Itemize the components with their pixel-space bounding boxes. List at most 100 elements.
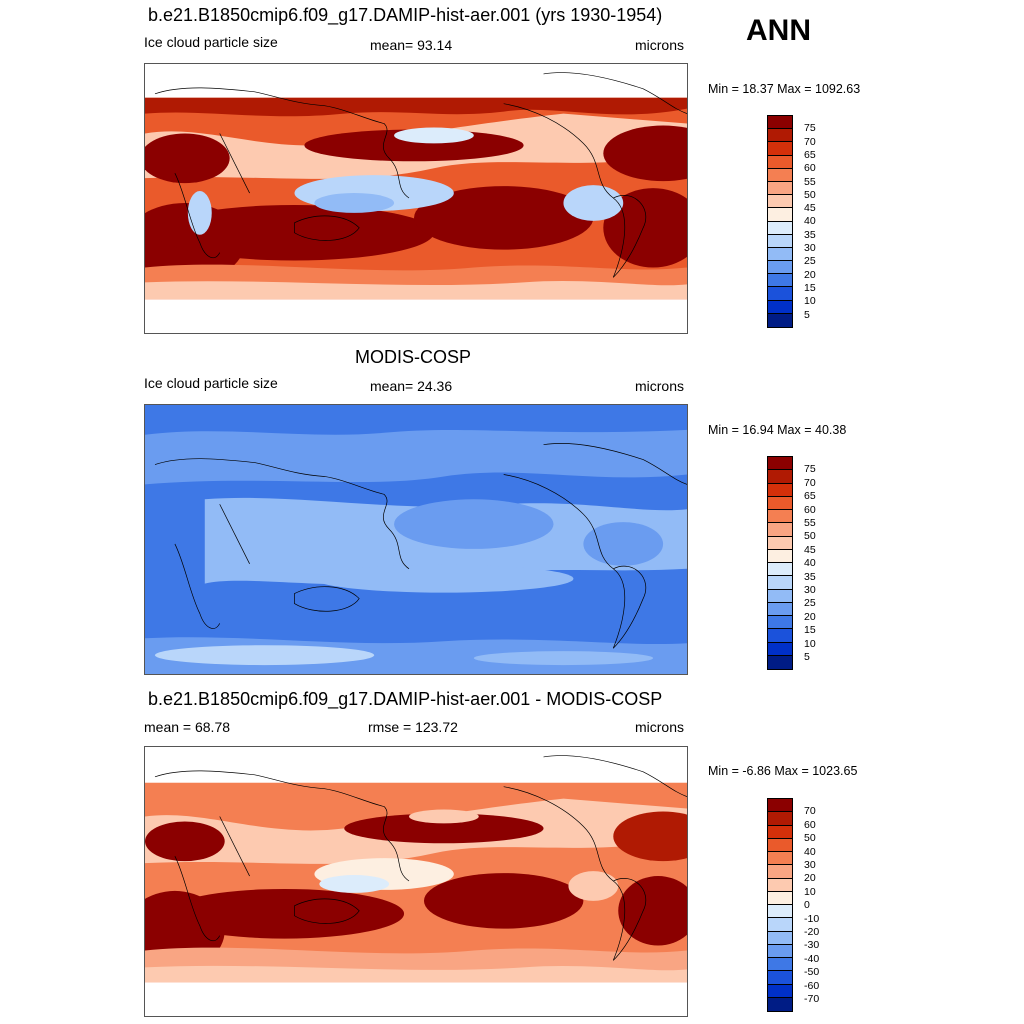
colorbar-tick-label: -70 (804, 993, 820, 1005)
colorbar-swatch (768, 496, 792, 510)
colorbar-swatch (768, 616, 792, 630)
colorbar-tick-label: 35 (804, 228, 816, 241)
panel-3-minmax: Min = -6.86 Max = 1023.65 (708, 764, 858, 778)
colorbar-swatch (768, 155, 792, 169)
colorbar-tick-label: 20 (804, 268, 816, 281)
colorbar-swatch (768, 129, 792, 143)
colorbar-tick-label: -20 (804, 926, 820, 938)
panel-2-minmax: Min = 16.94 Max = 40.38 (708, 423, 847, 437)
colorbar-swatch (768, 655, 792, 669)
colorbar-swatch (768, 313, 792, 327)
colorbar-swatch (768, 971, 792, 985)
panel-2-map (144, 404, 688, 675)
colorbar-swatch (768, 287, 792, 301)
colorbar-tick-label: 60 (804, 818, 816, 831)
colorbar-tick-label: 30 (804, 584, 816, 596)
colorbar-swatch (768, 483, 792, 497)
colorbar-swatch (768, 563, 792, 577)
colorbar-tick-label: -40 (804, 952, 820, 965)
panel-2-mean-label: mean= 24.36 (370, 378, 453, 394)
colorbar-tick-label: -50 (804, 966, 820, 979)
colorbar-tick-label: 55 (804, 175, 816, 188)
colorbar-tick-label: 50 (804, 832, 816, 845)
colorbar-tick-label: 10 (804, 885, 816, 898)
panel-1-colorbar (767, 115, 793, 328)
colorbar-swatch (768, 984, 792, 998)
colorbar-swatch (768, 247, 792, 262)
colorbar-tick-label: 60 (804, 162, 816, 175)
colorbar-swatch (768, 168, 792, 182)
panel-1-units-label: microns (635, 37, 685, 53)
colorbar-swatch (768, 181, 792, 196)
colorbar-swatch (768, 865, 792, 879)
panel-3-mean-label: mean = 68.78 (144, 719, 231, 735)
colorbar-tick-label: 50 (804, 188, 816, 201)
colorbar-swatch (768, 116, 792, 130)
colorbar-swatch (768, 852, 792, 866)
panel-2-colorbar (767, 456, 793, 670)
panel-3-rmse-label: rmse = 123.72 (368, 719, 458, 735)
panel-1-map (144, 63, 688, 334)
colorbar-tick-label: 20 (804, 872, 816, 885)
panel-2-units-label: microns (635, 378, 685, 394)
colorbar-tick-label: 55 (804, 517, 816, 529)
panel-2-left-label: Ice cloud particle size (144, 375, 278, 391)
colorbar-tick-label: 15 (804, 281, 816, 294)
colorbar-swatch (768, 905, 792, 919)
colorbar-swatch (768, 589, 792, 603)
colorbar-tick-label: 40 (804, 215, 816, 228)
colorbar-swatch (768, 195, 792, 209)
colorbar-swatch (768, 536, 792, 550)
colorbar-tick-label: 25 (804, 255, 816, 268)
colorbar-swatch (768, 931, 792, 945)
colorbar-tick-label: 15 (804, 624, 816, 637)
colorbar-swatch (768, 997, 792, 1011)
panel-2-title: MODIS-COSP (355, 347, 472, 367)
colorbar-tick-label: 45 (804, 202, 816, 215)
colorbar-tick-label: 75 (804, 122, 816, 135)
colorbar-swatch (768, 838, 792, 852)
colorbar-tick-label: 40 (804, 845, 816, 858)
colorbar-swatch (768, 958, 792, 972)
colorbar-tick-label: 5 (804, 308, 810, 321)
colorbar-swatch (768, 576, 792, 590)
season-label: ANN (746, 14, 811, 47)
panel-3-map (144, 746, 688, 1017)
colorbar-swatch (768, 261, 792, 275)
colorbar-swatch (768, 944, 792, 958)
colorbar-swatch (768, 221, 792, 235)
colorbar-tick-label: 10 (804, 637, 816, 650)
panel-3-units-label: microns (635, 719, 685, 735)
colorbar-tick-label: 5 (804, 651, 810, 663)
colorbar-swatch (768, 891, 792, 905)
colorbar-tick-label: 70 (804, 135, 816, 148)
colorbar-swatch (768, 549, 792, 563)
colorbar-tick-label: 70 (804, 476, 816, 489)
colorbar-swatch (768, 470, 792, 484)
colorbar-tick-label: -30 (804, 939, 820, 952)
colorbar-tick-label: -60 (804, 979, 820, 992)
colorbar-swatch (768, 457, 792, 471)
panel-1-title: b.e21.B1850cmip6.f09_g17.DAMIP-hist-aer.… (148, 5, 663, 25)
colorbar-tick-label: 70 (804, 805, 816, 818)
colorbar-swatch (768, 878, 792, 892)
colorbar-swatch (768, 523, 792, 537)
colorbar-tick-label: 0 (804, 899, 810, 912)
panel-1-mean-label: mean= 93.14 (370, 37, 453, 53)
colorbar-tick-label: 10 (804, 295, 816, 308)
colorbar-tick-label: 25 (804, 597, 816, 610)
colorbar-swatch (768, 918, 792, 932)
colorbar-swatch (768, 825, 792, 839)
colorbar-swatch (768, 510, 792, 524)
colorbar-swatch (768, 799, 792, 813)
colorbar-tick-label: -10 (804, 912, 820, 925)
panel-1-minmax: Min = 18.37 Max = 1092.63 (708, 82, 861, 96)
panel-3-title: b.e21.B1850cmip6.f09_g17.DAMIP-hist-aer.… (148, 689, 663, 709)
colorbar-swatch (768, 142, 792, 156)
colorbar-swatch (768, 602, 792, 616)
colorbar-tick-label: 20 (804, 610, 816, 623)
colorbar-tick-label: 65 (804, 490, 816, 503)
colorbar-swatch (768, 300, 792, 314)
colorbar-swatch (768, 629, 792, 643)
colorbar-swatch (768, 274, 792, 288)
